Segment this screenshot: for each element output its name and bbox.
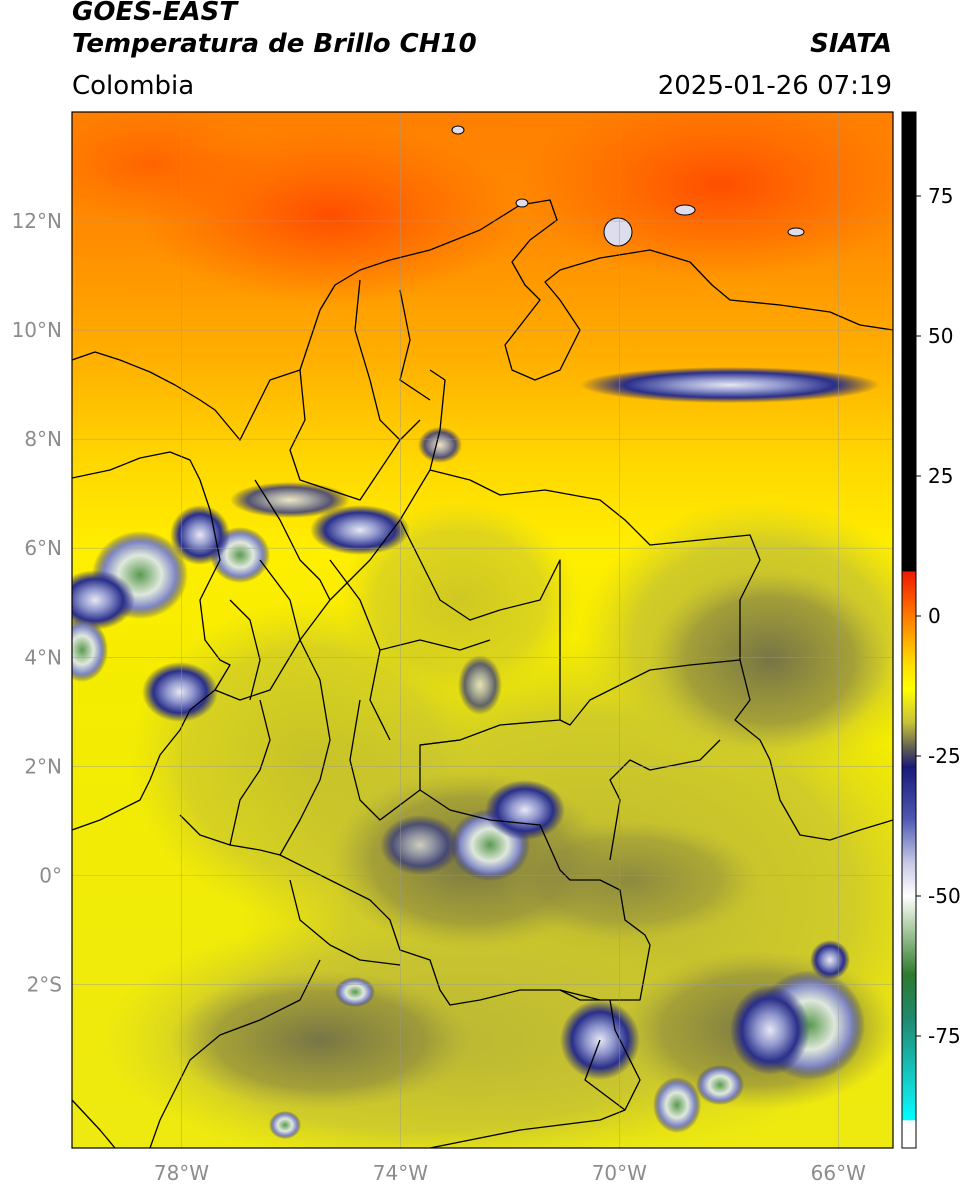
colorbar-tick-label: 0 [928,604,941,628]
latitude-labels: 12°N 10°N 8°N 6°N 4°N 2°N 0° 2°S [12,209,62,996]
colorbar-tick-label: -50 [928,884,961,908]
country-borders [72,199,893,1148]
lat-label: 4°N [24,645,62,669]
colorbar-tick-label: 25 [928,464,953,488]
colorbar-tick-label: 50 [928,324,953,348]
lat-label: 2°S [27,972,62,996]
lat-label: 10°N [12,318,62,342]
satellite-title: GOES-EAST [72,0,238,27]
colorbar-scale [901,111,917,1149]
product-title: Temperatura de Brillo CH10 [72,29,477,59]
islands [451,125,805,247]
colorbar: 75 50 25 0 -25 -50 -75 [901,111,961,1149]
imagery-layer [72,112,893,1148]
organization-label: SIATA [810,29,892,59]
colorbar-ticks: 75 50 25 0 -25 -50 -75 [916,184,961,1048]
lon-label: 78°W [154,1161,209,1185]
lat-label: 2°N [24,754,62,778]
region-label: Colombia [72,71,195,101]
map-frame [71,111,894,1149]
longitude-labels: 78°W 74°W 70°W 66°W [154,1161,866,1185]
gridlines [72,112,893,1148]
lon-label: 74°W [373,1161,428,1185]
timestamp-label: 2025-01-26 07:19 [657,71,892,101]
lat-label: 6°N [24,536,62,560]
lat-label: 8°N [24,427,62,451]
lon-label: 66°W [811,1161,866,1185]
colorbar-tick-label: -25 [928,744,961,768]
colorbar-tick-label: 75 [928,184,953,208]
colorbar-tick-label: -75 [928,1024,961,1048]
lat-label: 12°N [12,209,62,233]
lat-label: 0° [39,863,62,887]
lon-label: 70°W [592,1161,647,1185]
